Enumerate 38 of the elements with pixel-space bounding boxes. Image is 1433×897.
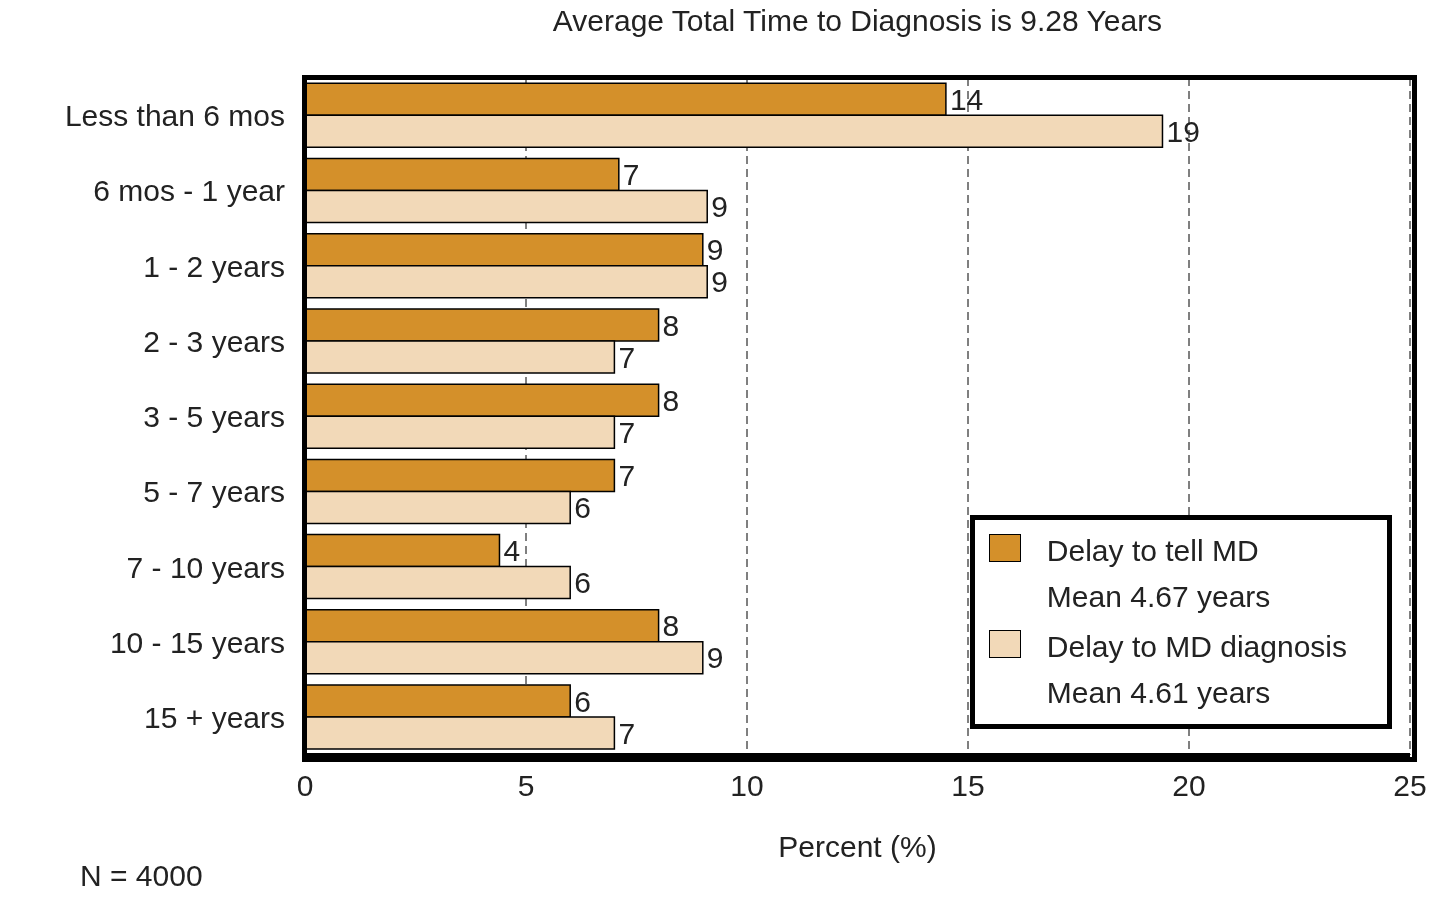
y-tick-label: 5 - 7 years xyxy=(143,475,285,509)
data-label: 9 xyxy=(711,190,728,224)
data-label: 4 xyxy=(503,534,521,568)
x-tick-label: 10 xyxy=(730,769,764,803)
data-label: 6 xyxy=(574,684,591,718)
x-tick-label: 25 xyxy=(1393,769,1427,803)
text: N = 4000 xyxy=(80,859,203,893)
chart-title: Average Total Time to Diagnosis is 9.28 Years xyxy=(551,4,1164,38)
x-tick-label: 0 xyxy=(296,769,314,803)
y-tick-label: 15 + years xyxy=(144,701,285,735)
x-tick-label: 15 xyxy=(951,769,985,803)
data-label: 14 xyxy=(949,82,984,116)
data-label: 7 xyxy=(618,340,636,374)
data-label: 8 xyxy=(662,383,680,417)
data-label: 6 xyxy=(574,491,591,525)
data-label: 6 xyxy=(574,566,591,600)
y-tick-label: 2 - 3 years xyxy=(143,324,285,358)
x-axis-title: Percent (%) xyxy=(778,830,937,863)
data-label: 9 xyxy=(706,233,724,267)
data-label: 9 xyxy=(711,265,728,299)
data-label: 7 xyxy=(622,158,640,192)
legend-label: Delay to MD diagnosis Mean 4.61 years xyxy=(1046,629,1347,711)
data-label: 8 xyxy=(662,308,680,342)
x-tick-label: 5 xyxy=(517,769,535,803)
data-label: 7 xyxy=(618,415,636,449)
y-tick-label: 6 mos - 1 year xyxy=(93,174,286,208)
data-label: 7 xyxy=(618,459,636,493)
y-tick-label: 3 - 5 years xyxy=(143,400,285,434)
data-label: 9 xyxy=(706,641,724,675)
x-tick-label: 20 xyxy=(1172,769,1206,803)
y-tick-label: 1 - 2 years xyxy=(143,249,285,283)
data-label: 19 xyxy=(1166,114,1200,148)
data-label: 8 xyxy=(662,609,680,643)
legend-label: Delay to tell MD Mean 4.67 years xyxy=(1046,533,1271,615)
y-tick-label: Less than 6 mos xyxy=(64,99,285,133)
y-tick-label: 10 - 15 years xyxy=(109,625,285,659)
data-label: 7 xyxy=(618,716,636,750)
y-tick-label: 7 - 10 years xyxy=(126,550,285,584)
